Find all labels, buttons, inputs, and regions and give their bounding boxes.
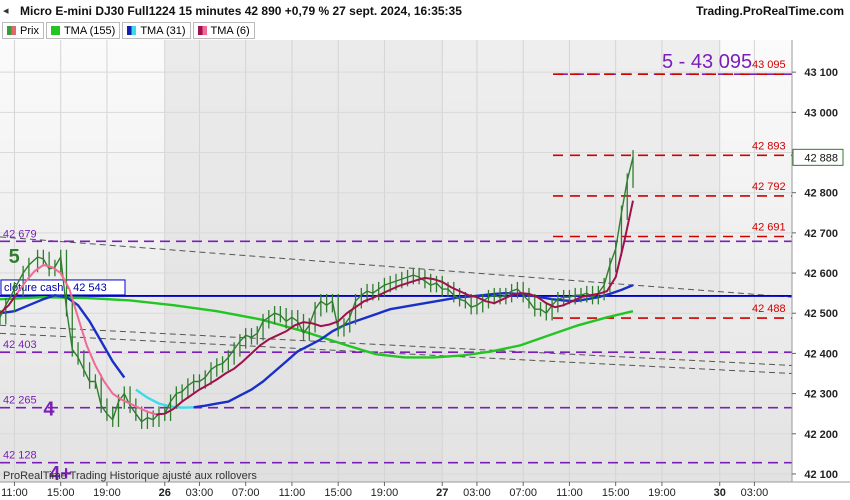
y-tick-label: 42 200 [804,429,838,441]
y-tick-label: 42 400 [804,348,838,360]
x-tick-label: 30 [714,487,726,499]
x-tick-label: 15:00 [602,487,630,499]
site-name: Trading.ProRealTime.com [696,4,844,18]
purple-level-label: 42 679 [3,228,37,240]
x-tick-label: 03:00 [186,487,214,499]
x-tick-label: 19:00 [648,487,676,499]
x-axis-panel [0,482,850,500]
red-level-label: 42 893 [752,140,786,152]
red-level-label: 42 691 [752,221,786,233]
y-tick-label: 42 100 [804,469,838,481]
legend-swatch [7,26,16,35]
session-band [164,40,443,482]
y-tick-label: 42 300 [804,389,838,401]
red-level-label: 42 792 [752,181,786,193]
legend-item-tma31[interactable]: TMA (31) [122,22,191,39]
session-band [442,40,720,482]
legend-label: Prix [20,24,39,37]
tma6-line [0,292,19,314]
y-axis-panel [792,40,850,482]
tma155-line [0,295,634,359]
purple-level-label: 42 403 [3,339,37,351]
legend-swatch [127,26,137,35]
x-tick-label: 07:00 [232,487,260,499]
wave-label: 5 [9,246,20,268]
scroll-left-icon[interactable]: ◂ [3,5,9,17]
x-tick-label: 19:00 [371,487,399,499]
tma31-line [193,283,634,409]
y-tick-label: 43 000 [804,107,838,119]
purple-level-label: 42 128 [3,450,37,462]
legend-label: TMA (31) [140,24,186,37]
y-tick-label: 42 600 [804,268,838,280]
x-tick-label: 07:00 [509,487,537,499]
legend: Prix TMA (155) TMA (31) TMA (6) [2,22,255,39]
y-tick-label: 43 100 [804,67,838,79]
legend-swatch [197,26,207,35]
footer-note: ProRealTime Trading Historique ajusté au… [3,470,257,482]
trendline [0,332,793,375]
x-tick-label: 26 [159,487,171,499]
x-tick-label: 19:00 [93,487,121,499]
x-tick-label: 27 [436,487,448,499]
last-price-label: 42 888 [804,152,838,164]
x-tick-label: 15:00 [47,487,75,499]
trendline [0,236,793,298]
legend-item-tma6[interactable]: TMA (6) [192,22,255,39]
y-tick-label: 42 700 [804,228,838,240]
price-line [0,157,634,423]
y-tick-label: 42 800 [804,188,838,200]
legend-item-prix[interactable]: Prix [2,22,44,39]
target-label: 5 - 43 095 [662,51,752,73]
chart-title: Micro E-mini DJ30 Full1224 15 minutes 42… [20,4,462,18]
trendline [0,324,793,366]
tma6-line-falling [16,263,157,416]
x-tick-label: 11:00 [279,487,306,499]
x-tick-label: 15:00 [324,487,352,499]
red-level-label: 42 488 [752,303,786,315]
red-level-label: 43 095 [752,59,786,71]
tma31-line-rising [135,388,194,409]
purple-level-label: 42 265 [3,395,37,407]
wave-label: 4 [43,399,55,421]
legend-label: TMA (155) [63,24,116,37]
x-tick-label: 11:00 [556,487,583,499]
legend-label: TMA (6) [210,24,250,37]
legend-item-tma155[interactable]: TMA (155) [45,22,121,39]
x-tick-label: 03:00 [463,487,491,499]
chart-header: ◂ Micro E-mini DJ30 Full1224 15 minutes … [0,0,850,22]
y-tick-label: 42 500 [804,308,838,320]
wave-label: 4+ [49,463,72,485]
cash-close-label: clôture cash - 42 543 [4,282,107,294]
tma6-line [156,200,634,416]
x-tick-label: 11:00 [1,487,28,499]
last-price-marker [792,148,844,166]
legend-swatch [50,26,60,35]
x-tick-label: 03:00 [741,487,769,499]
